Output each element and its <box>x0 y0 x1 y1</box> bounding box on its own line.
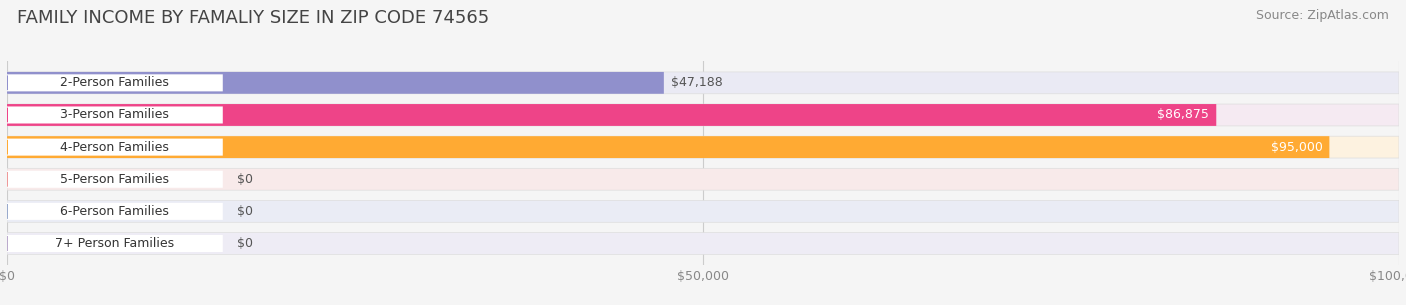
Text: $0: $0 <box>236 173 253 186</box>
Text: $86,875: $86,875 <box>1157 109 1209 121</box>
FancyBboxPatch shape <box>7 136 1399 158</box>
FancyBboxPatch shape <box>7 104 1216 126</box>
FancyBboxPatch shape <box>7 104 1399 126</box>
FancyBboxPatch shape <box>7 136 1329 158</box>
Text: $47,188: $47,188 <box>671 76 723 89</box>
Text: 2-Person Families: 2-Person Families <box>60 76 169 89</box>
Text: 5-Person Families: 5-Person Families <box>60 173 169 186</box>
FancyBboxPatch shape <box>7 200 1399 222</box>
FancyBboxPatch shape <box>7 106 222 124</box>
FancyBboxPatch shape <box>7 72 664 94</box>
Text: Source: ZipAtlas.com: Source: ZipAtlas.com <box>1256 9 1389 22</box>
FancyBboxPatch shape <box>7 203 222 220</box>
FancyBboxPatch shape <box>7 74 222 92</box>
Text: 6-Person Families: 6-Person Families <box>60 205 169 218</box>
FancyBboxPatch shape <box>7 72 1399 94</box>
FancyBboxPatch shape <box>7 233 1399 254</box>
FancyBboxPatch shape <box>7 168 1399 190</box>
FancyBboxPatch shape <box>7 138 222 156</box>
Text: $95,000: $95,000 <box>1271 141 1323 154</box>
Text: 4-Person Families: 4-Person Families <box>60 141 169 154</box>
Text: 3-Person Families: 3-Person Families <box>60 109 169 121</box>
Text: $0: $0 <box>236 205 253 218</box>
FancyBboxPatch shape <box>7 171 222 188</box>
Text: 7+ Person Families: 7+ Person Families <box>55 237 174 250</box>
FancyBboxPatch shape <box>7 235 222 252</box>
Text: FAMILY INCOME BY FAMALIY SIZE IN ZIP CODE 74565: FAMILY INCOME BY FAMALIY SIZE IN ZIP COD… <box>17 9 489 27</box>
Text: $0: $0 <box>236 237 253 250</box>
